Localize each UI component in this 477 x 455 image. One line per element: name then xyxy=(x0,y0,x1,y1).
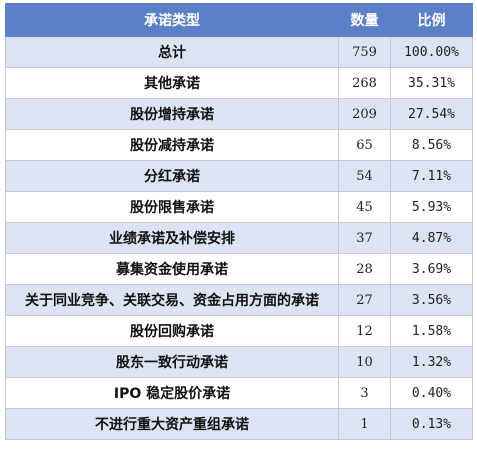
row-count: 268 xyxy=(338,67,391,99)
row-ratio: 1.32% xyxy=(390,346,473,378)
row-count: 1 xyxy=(338,408,391,440)
table-row: 股份回购承诺 12 1.58% xyxy=(5,315,473,347)
row-type: 股份减持承诺 xyxy=(5,129,339,161)
table-row: 其他承诺 268 35.31% xyxy=(5,67,473,99)
row-count: 10 xyxy=(338,346,391,378)
table-body: 总计 759 100.00% 其他承诺 268 35.31% 股份增持承诺 20… xyxy=(5,36,473,440)
table-row: 股份减持承诺 65 8.56% xyxy=(5,129,473,161)
row-ratio: 1.58% xyxy=(390,315,473,347)
row-count: 37 xyxy=(338,222,391,254)
table-row: 分红承诺 54 7.11% xyxy=(5,160,473,192)
row-count: 45 xyxy=(338,191,391,223)
header-ratio: 比例 xyxy=(390,3,473,37)
row-count: 28 xyxy=(338,253,391,285)
table-row: 股份增持承诺 209 27.54% xyxy=(5,98,473,130)
table-row: 关于同业竞争、关联交易、资金占用方面的承诺 27 3.56% xyxy=(5,284,473,316)
row-type: 关于同业竞争、关联交易、资金占用方面的承诺 xyxy=(5,284,339,316)
row-ratio: 5.93% xyxy=(390,191,473,223)
row-type: 股东一致行动承诺 xyxy=(5,346,339,378)
table-row: 募集资金使用承诺 28 3.69% xyxy=(5,253,473,285)
row-type: 股份限售承诺 xyxy=(5,191,339,223)
row-type: 募集资金使用承诺 xyxy=(5,253,339,285)
row-count: 209 xyxy=(338,98,391,130)
table-row: IPO 稳定股价承诺 3 0.40% xyxy=(5,377,473,409)
row-ratio: 4.87% xyxy=(390,222,473,254)
row-ratio: 0.13% xyxy=(390,408,473,440)
row-count: 12 xyxy=(338,315,391,347)
row-ratio: 0.40% xyxy=(390,377,473,409)
row-type: IPO 稳定股价承诺 xyxy=(5,377,339,409)
row-ratio: 100.00% xyxy=(390,36,473,68)
row-count: 3 xyxy=(338,377,391,409)
row-type: 业绩承诺及补偿安排 xyxy=(5,222,339,254)
header-row: 承诺类型 数量 比例 xyxy=(5,3,473,37)
row-count: 54 xyxy=(338,160,391,192)
table-row: 总计 759 100.00% xyxy=(5,36,473,68)
row-type: 股份回购承诺 xyxy=(5,315,339,347)
table-row: 不进行重大资产重组承诺 1 0.13% xyxy=(5,408,473,440)
row-type: 不进行重大资产重组承诺 xyxy=(5,408,339,440)
header-type: 承诺类型 xyxy=(5,3,339,37)
row-type: 总计 xyxy=(5,36,339,68)
row-count: 27 xyxy=(338,284,391,316)
row-type: 其他承诺 xyxy=(5,67,339,99)
row-type: 分红承诺 xyxy=(5,160,339,192)
row-ratio: 8.56% xyxy=(390,129,473,161)
table-row: 股份限售承诺 45 5.93% xyxy=(5,191,473,223)
table-row: 业绩承诺及补偿安排 37 4.87% xyxy=(5,222,473,254)
header-count: 数量 xyxy=(338,3,391,37)
row-ratio: 27.54% xyxy=(390,98,473,130)
row-ratio: 3.69% xyxy=(390,253,473,285)
row-ratio: 35.31% xyxy=(390,67,473,99)
row-type: 股份增持承诺 xyxy=(5,98,339,130)
table-header: 承诺类型 数量 比例 xyxy=(5,3,473,37)
row-ratio: 3.56% xyxy=(390,284,473,316)
commitment-table: 承诺类型 数量 比例 总计 759 100.00% 其他承诺 268 35.31… xyxy=(5,3,473,440)
row-count: 759 xyxy=(338,36,391,68)
table-row: 股东一致行动承诺 10 1.32% xyxy=(5,346,473,378)
row-ratio: 7.11% xyxy=(390,160,473,192)
row-count: 65 xyxy=(338,129,391,161)
